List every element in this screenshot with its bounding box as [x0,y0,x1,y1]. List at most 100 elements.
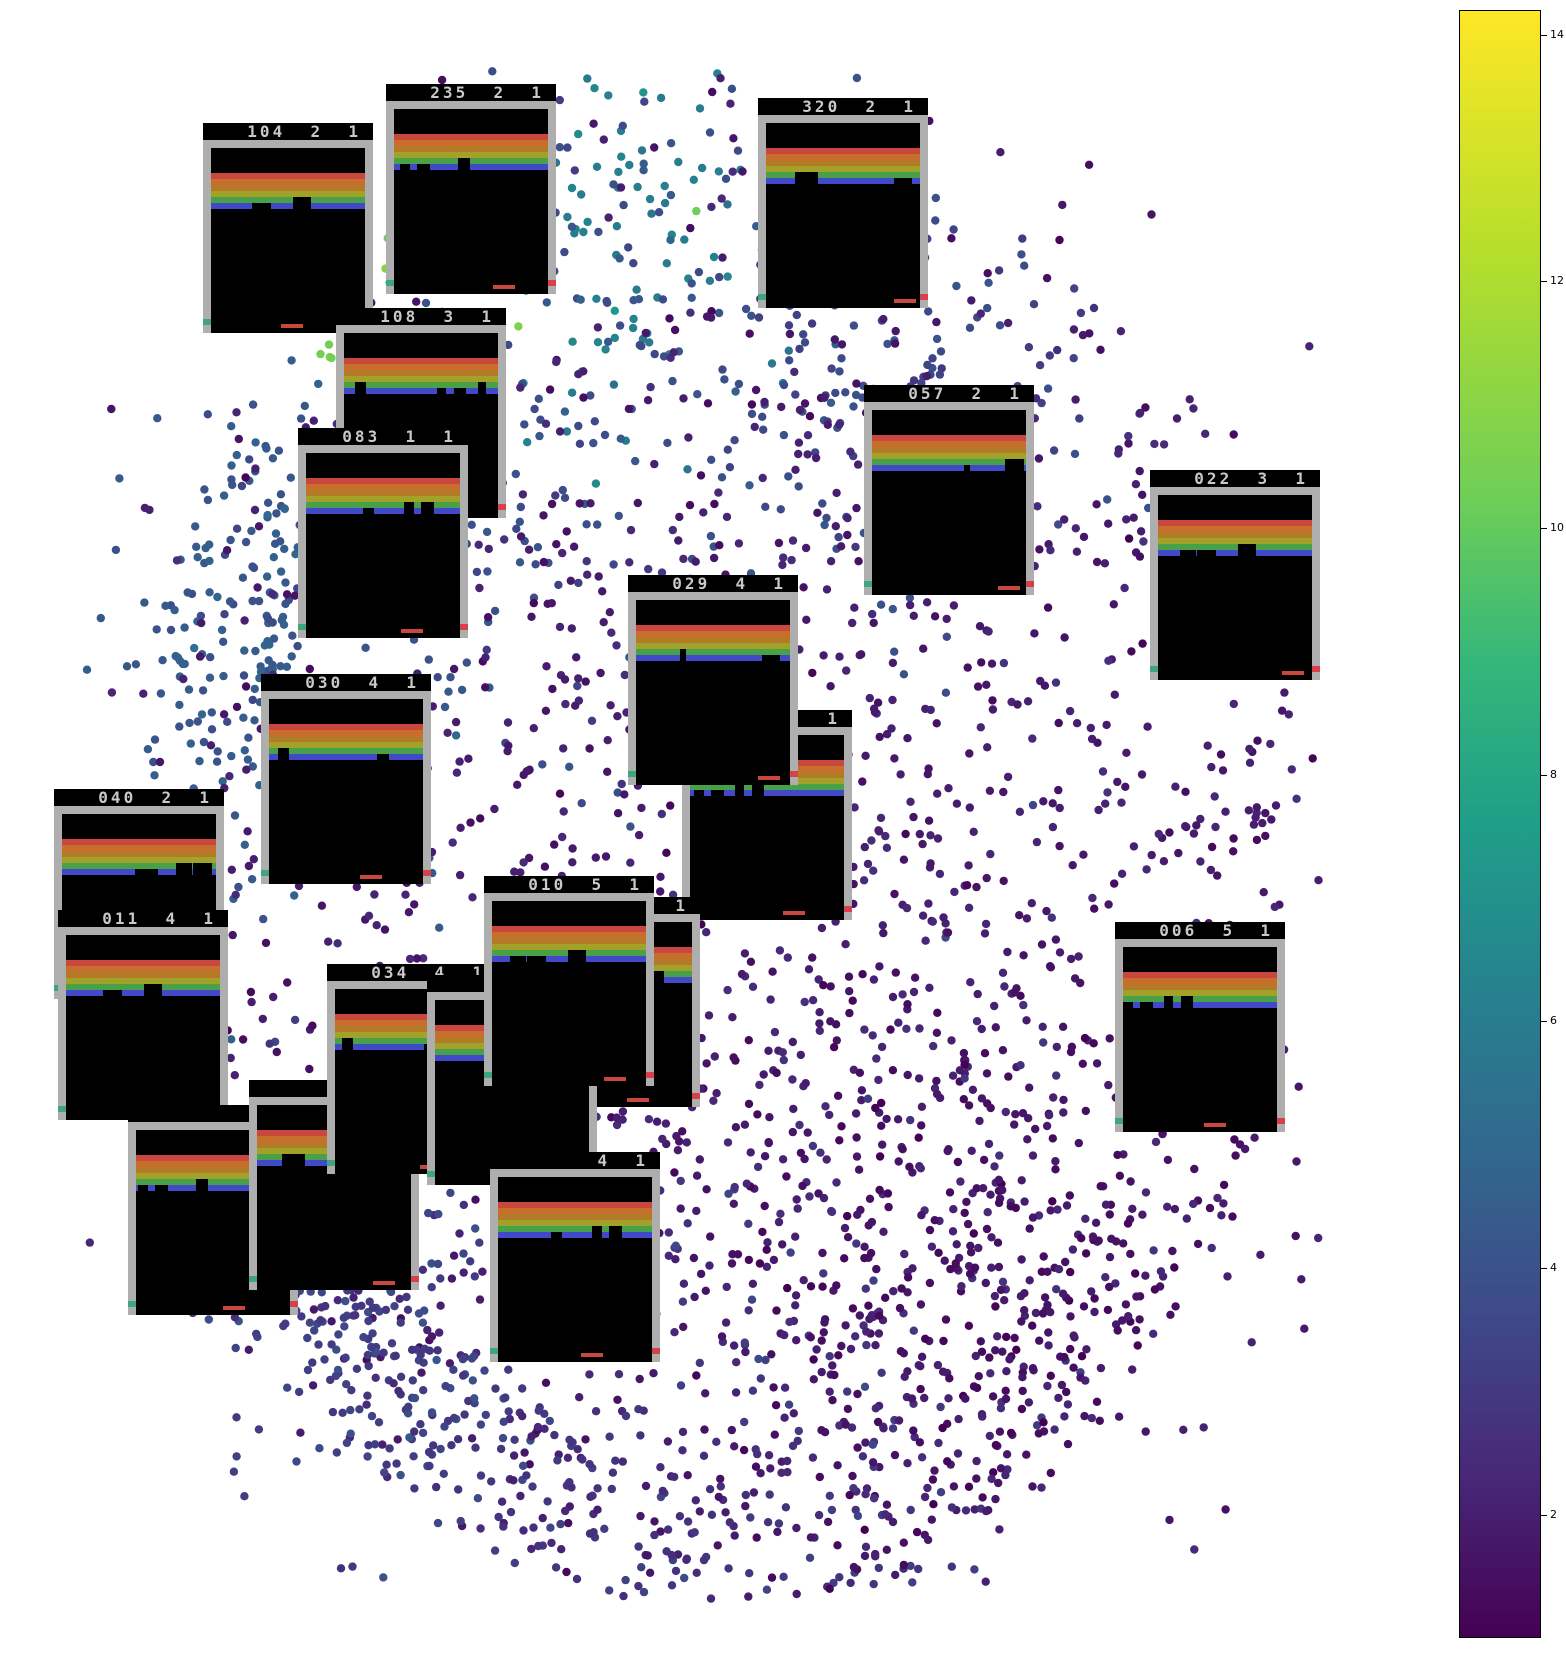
scatter-point [695,1155,704,1164]
scatter-point [970,1505,979,1514]
left-marker [1115,1118,1123,1124]
scatter-point [974,1243,983,1253]
scatter-point [534,1541,543,1551]
scatter-point [504,741,513,750]
scatter-point [679,1279,689,1288]
scatter-point [730,1442,739,1451]
scatter-point [175,722,184,731]
scatter-point [268,454,278,463]
scatter-point [425,1461,434,1471]
scatter-point [212,757,222,766]
scatter-point [786,1248,795,1257]
scatter-point [741,1490,750,1500]
scatter-point [1245,758,1255,767]
scatter-point [540,1424,549,1434]
brick-gap [155,1185,168,1221]
scatter-point [984,278,993,287]
scatter-point [808,953,817,962]
scatter-point [183,588,192,597]
scatter-point [410,900,419,909]
scatter-point [1071,395,1080,404]
wall-right [423,699,431,884]
scatter-point [395,1294,404,1304]
frame-thumbnail: 083 1 1 [298,428,468,638]
scatter-point [1174,848,1183,858]
scatter-point [122,662,132,671]
scatter-point [1042,273,1052,283]
scatter-point [946,1264,955,1274]
scatter-point [1068,1245,1078,1254]
scatter-point [1043,384,1053,393]
scatter-point [1104,656,1113,665]
scatter-point [1141,403,1150,412]
scatter-point [568,337,577,346]
right-marker [646,1072,654,1078]
paddle [281,324,303,328]
brick-row [306,490,460,496]
brick-gap [144,984,162,1020]
scatter-point [987,1263,996,1272]
scatter-point [1018,234,1027,243]
scatter-point [996,1285,1006,1295]
colorbar-tick-label: 10 [1550,521,1564,534]
scatter-point [1092,1059,1102,1068]
wall-right [1312,495,1320,680]
scatter-point [1022,1016,1031,1025]
scatter-point [1223,1272,1232,1281]
scatter-point [1011,1203,1020,1213]
scatter-point [291,550,300,559]
scatter-point [1207,842,1217,852]
brick-gap [795,172,812,208]
scatter-point [935,370,945,379]
scatter-point [155,757,165,767]
scatter-point [724,1189,733,1199]
frame-thumbnail: 010 5 1 [484,876,654,1086]
scatter-point [263,498,273,507]
scatter-point [772,1068,781,1078]
wall-right [692,922,700,1107]
scatter-point [809,1375,818,1384]
scatter-point [600,1524,609,1534]
scatter-point [656,1463,665,1472]
scatter-point [618,1457,627,1466]
scatter-point [543,1497,552,1506]
scatter-point [593,1484,602,1493]
scatter-point [254,522,264,531]
scatter-point [424,1208,433,1218]
scatter-point [239,713,248,722]
scatter-point [491,1384,500,1393]
wall-right [589,1000,597,1185]
scatter-point [835,1421,844,1430]
playfield [306,453,460,638]
brick-row [1123,1002,1277,1008]
scatter-point [705,128,715,137]
scatter-point [410,1427,419,1436]
score-readout: 022 3 1 [1150,470,1320,487]
scatter-point [975,622,985,631]
scatter-point [432,1482,441,1492]
scatter-point [280,504,289,513]
scatter-point [967,296,976,305]
brick-gap [400,164,410,200]
scatter-point [364,1441,373,1450]
scatter-point [1066,1312,1075,1321]
brick-gap [592,1226,602,1262]
scatter-point [792,1195,801,1204]
scatter-point [740,1417,749,1427]
scatter-point [890,889,899,899]
scatter-point [708,87,717,97]
scatter-point [950,887,959,897]
brick-row [872,435,1026,441]
scatter-point [1122,748,1131,757]
scatter-point [451,731,461,740]
scatter-point [879,1227,888,1237]
scatter-point [433,1259,443,1269]
scatter-point [607,628,616,637]
scatter-point [405,954,415,964]
scatter-point [803,431,813,440]
scatter-point [891,1570,900,1580]
scatter-point [990,1291,1000,1301]
scatter-point [241,473,250,482]
scatter-point [977,658,986,667]
scatter-point [276,537,285,546]
